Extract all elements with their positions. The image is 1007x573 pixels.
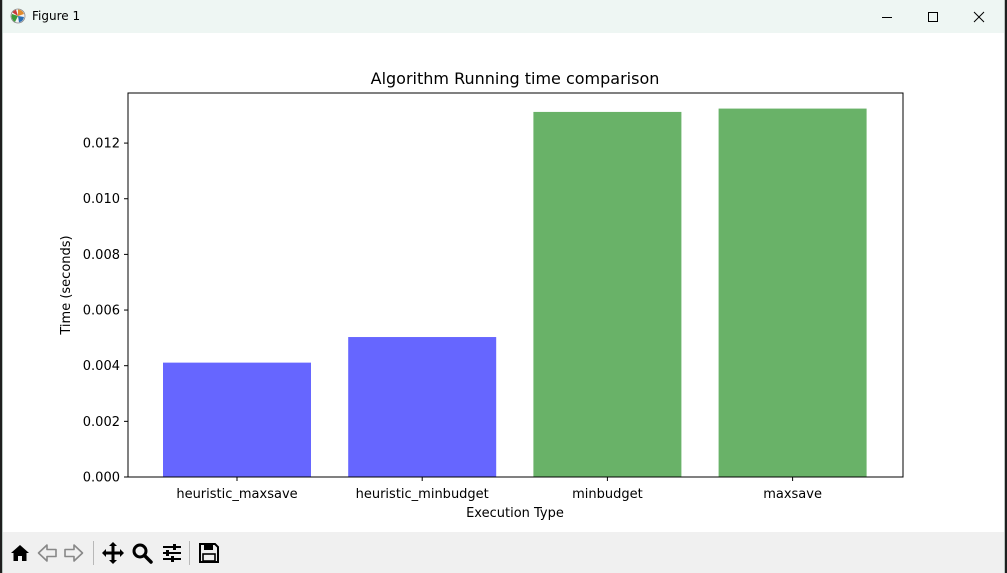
forward-icon <box>64 544 84 562</box>
maximize-icon <box>928 11 938 22</box>
save-button[interactable] <box>196 540 222 566</box>
x-tick-label: maxsave <box>763 487 822 502</box>
x-tick-label: minbudget <box>572 487 643 502</box>
figure-window: Figure 1 Algorithm Running time comparis… <box>3 0 1004 573</box>
figure-canvas[interactable]: Algorithm Running time comparison 0.000 0… <box>3 33 1004 532</box>
y-tick-label: 0.006 <box>83 304 120 319</box>
plot-frame <box>127 92 904 478</box>
zoom-icon <box>132 543 153 564</box>
y-tick-label: 0.002 <box>83 415 120 430</box>
matplotlib-app-icon <box>10 8 26 24</box>
pan-icon <box>102 542 124 564</box>
close-button[interactable] <box>956 0 1002 33</box>
pan-button[interactable] <box>100 540 126 566</box>
minimize-button[interactable] <box>864 0 910 33</box>
maximize-button[interactable] <box>910 0 956 33</box>
toolbar-separator <box>189 541 190 565</box>
zoom-button[interactable] <box>129 540 155 566</box>
chart-title: Algorithm Running time comparison <box>371 69 660 88</box>
bar-chart: Algorithm Running time comparison 0.000 0… <box>59 69 904 521</box>
y-axis-label: Time (seconds) <box>59 235 74 335</box>
window-title: Figure 1 <box>32 9 81 23</box>
configure-subplots-icon <box>163 544 181 562</box>
back-icon <box>37 544 57 562</box>
minimize-icon <box>882 16 892 18</box>
bar-heuristic_minbudget <box>348 337 497 477</box>
y-tick-label: 0.012 <box>83 137 120 152</box>
bar-minbudget <box>533 111 682 477</box>
home-button[interactable] <box>7 540 33 566</box>
x-tick-label: heuristic_maxsave <box>176 487 297 502</box>
x-axis-label: Execution Type <box>466 506 564 521</box>
bar-heuristic_maxsave <box>163 362 311 477</box>
y-tick-label: 0.000 <box>83 471 120 486</box>
x-tick-label: heuristic_minbudget <box>356 487 489 502</box>
navigation-toolbar <box>3 532 1004 573</box>
y-tick-label: 0.010 <box>83 192 120 207</box>
save-icon <box>199 543 219 563</box>
back-button[interactable] <box>34 540 60 566</box>
forward-button[interactable] <box>61 540 87 566</box>
bar-maxsave <box>718 108 867 477</box>
title-bar[interactable]: Figure 1 <box>3 0 1004 33</box>
home-icon <box>11 545 29 561</box>
toolbar-separator <box>93 541 94 565</box>
close-icon <box>973 11 985 22</box>
y-tick-label: 0.004 <box>83 359 120 374</box>
y-tick-label: 0.008 <box>83 248 120 263</box>
configure-subplots-button[interactable] <box>159 540 185 566</box>
